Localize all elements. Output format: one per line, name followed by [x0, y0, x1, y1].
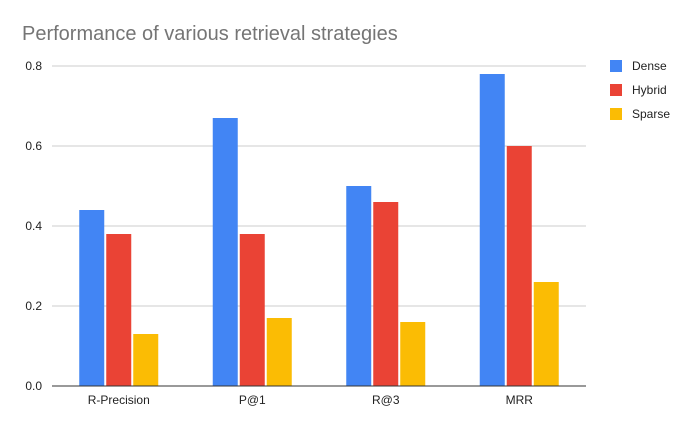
bar-hybrid-mrr	[506, 146, 532, 386]
legend-label-dense: Dense	[632, 59, 667, 73]
bars	[79, 74, 559, 386]
y-tick-label: 0.0	[25, 379, 42, 393]
chart-title: Performance of various retrieval strateg…	[22, 23, 398, 45]
bar-sparse-r-precision	[133, 334, 159, 386]
bar-dense-mrr	[479, 74, 505, 386]
bar-sparse-p-1	[266, 318, 292, 386]
legend: Dense Hybrid Sparse	[610, 59, 670, 121]
x-tick-label: R-Precision	[88, 393, 150, 407]
x-axis-ticks: R-Precision P@1 R@3 MRR	[88, 393, 534, 407]
y-tick-label: 0.6	[25, 139, 42, 153]
bar-sparse-r-3	[400, 322, 426, 386]
legend-label-hybrid: Hybrid	[632, 83, 667, 97]
bar-dense-r-3	[346, 186, 372, 386]
x-tick-label: R@3	[372, 393, 400, 407]
x-tick-label: P@1	[239, 393, 266, 407]
bar-dense-p-1	[212, 118, 238, 386]
bar-hybrid-r-3	[373, 202, 399, 386]
y-axis-ticks: 0.0 0.2 0.4 0.6 0.8	[25, 59, 42, 393]
bar-sparse-mrr	[533, 282, 559, 386]
legend-label-sparse: Sparse	[632, 107, 670, 121]
bar-hybrid-p-1	[239, 234, 265, 386]
y-tick-label: 0.8	[25, 59, 42, 73]
bar-dense-r-precision	[79, 210, 105, 386]
legend-swatch-dense	[610, 60, 622, 72]
y-tick-label: 0.2	[25, 299, 42, 313]
legend-swatch-sparse	[610, 108, 622, 120]
gridlines	[52, 65, 586, 307]
bar-hybrid-r-precision	[106, 234, 132, 386]
y-tick-label: 0.4	[25, 219, 42, 233]
legend-swatch-hybrid	[610, 84, 622, 96]
x-tick-label: MRR	[506, 393, 534, 407]
